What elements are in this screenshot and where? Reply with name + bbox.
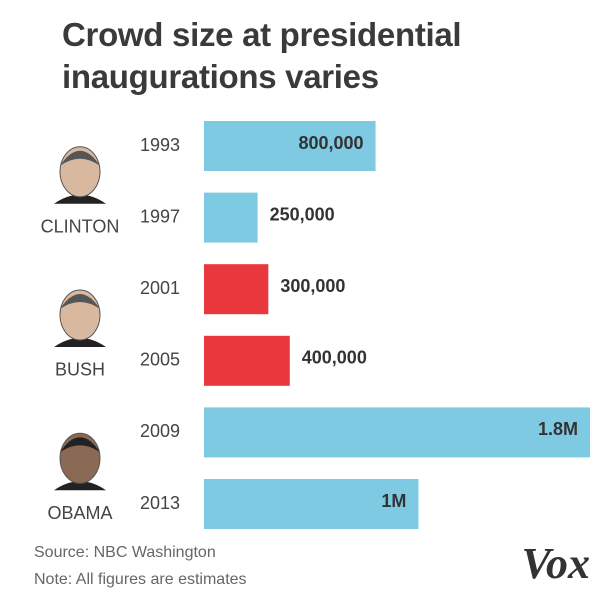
value-label: 1.8M bbox=[538, 419, 578, 439]
group-label: CLINTON bbox=[41, 216, 120, 236]
logo: Vox bbox=[522, 539, 590, 588]
y-tick-label: 2013 bbox=[140, 493, 180, 513]
portrait-suit bbox=[54, 338, 106, 347]
portrait-hair bbox=[60, 294, 100, 309]
group-label: BUSH bbox=[55, 360, 105, 380]
value-label: 300,000 bbox=[280, 276, 345, 296]
bar bbox=[204, 479, 419, 529]
portrait-suit bbox=[54, 194, 106, 204]
y-tick-label: 1993 bbox=[140, 135, 180, 155]
value-label: 250,000 bbox=[270, 204, 335, 224]
y-tick-label: 1997 bbox=[140, 206, 180, 226]
value-label: 800,000 bbox=[298, 133, 363, 153]
bar bbox=[204, 264, 269, 315]
y-tick-label: 2001 bbox=[140, 278, 180, 298]
portrait-hair bbox=[60, 437, 100, 453]
bar bbox=[204, 121, 376, 171]
source: Source: NBC Washington bbox=[34, 544, 216, 561]
group-label: OBAMA bbox=[47, 503, 112, 523]
value-label: 400,000 bbox=[302, 348, 367, 368]
note: Note: All figures are estimates bbox=[34, 571, 247, 588]
value-label: 1M bbox=[381, 491, 406, 511]
bar bbox=[204, 335, 290, 386]
y-tick-label: 2005 bbox=[140, 350, 180, 370]
portrait-hair bbox=[60, 150, 100, 166]
chart-title: Crowd size at presidential inaugurations… bbox=[62, 16, 462, 95]
y-tick-label: 2009 bbox=[140, 421, 180, 441]
portrait-suit bbox=[54, 481, 106, 491]
bar bbox=[204, 192, 258, 243]
bar bbox=[204, 407, 590, 458]
